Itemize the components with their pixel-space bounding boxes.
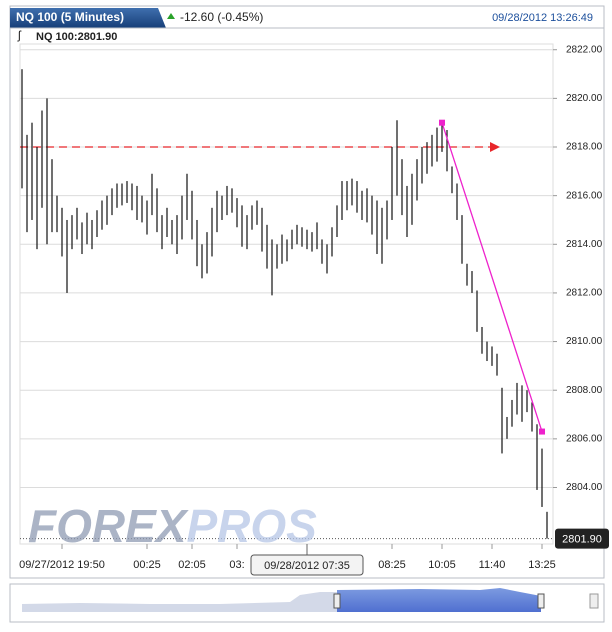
y-tick-label: 2814.00 [566,239,603,250]
y-tick-label: 2808.00 [566,385,603,396]
subtitle: NQ 100:2801.90 [36,31,117,43]
tab-title: NQ 100 (5 Minutes) [16,10,124,24]
navigator-handle[interactable] [537,593,545,609]
y-tick-label: 2810.00 [566,336,603,347]
horizontal-line-arrow [490,142,500,153]
x-tick-label: 10:05 [428,559,456,571]
last-price-box [555,528,609,549]
x-tick-label: 09/27/2012 19:50 [19,559,105,571]
x-tick-label: 11:40 [479,559,506,571]
trendline-handle [539,428,545,435]
y-tick-label: 2820.00 [566,93,603,104]
navigator-area [22,592,337,612]
x-tick-label: 08:25 [378,559,406,571]
navigator-handle[interactable] [333,593,341,609]
frame [9,5,605,579]
y-tick-label: 2812.00 [566,288,603,299]
last-price-label: 2801.90 [562,533,602,545]
plot-area [19,43,554,545]
tab [10,8,166,28]
cursor-label: 09/28/2012 07:35 [264,560,350,572]
up-arrow [167,13,175,19]
y-tick-label: 2822.00 [566,44,603,55]
y-tick-label: 2804.00 [566,482,603,493]
change: -12.60 (-0.45%) [180,10,263,24]
y-tick-label: 2816.00 [566,190,603,201]
watermark: FOREXPROS [28,500,317,552]
cursor-box [250,554,364,576]
x-tick-label: 03: [229,559,244,571]
watermark-b: PROS [186,500,317,552]
navigator-selection [337,588,541,612]
y-tick-label: 2818.00 [566,142,603,153]
x-tick-label: 13:25 [528,559,556,571]
watermark-a: FOREX [28,500,189,552]
cursor-icon: ʃ [17,28,22,42]
trendline-handle [439,119,445,126]
y-tick-label: 2806.00 [566,433,603,444]
timestamp: 09/28/2012 13:26:49 [492,12,593,24]
x-tick-label: 02:05 [178,559,206,571]
x-tick-label: 00:25 [133,559,161,571]
scroll-button[interactable] [589,593,599,609]
trendline [441,122,543,432]
